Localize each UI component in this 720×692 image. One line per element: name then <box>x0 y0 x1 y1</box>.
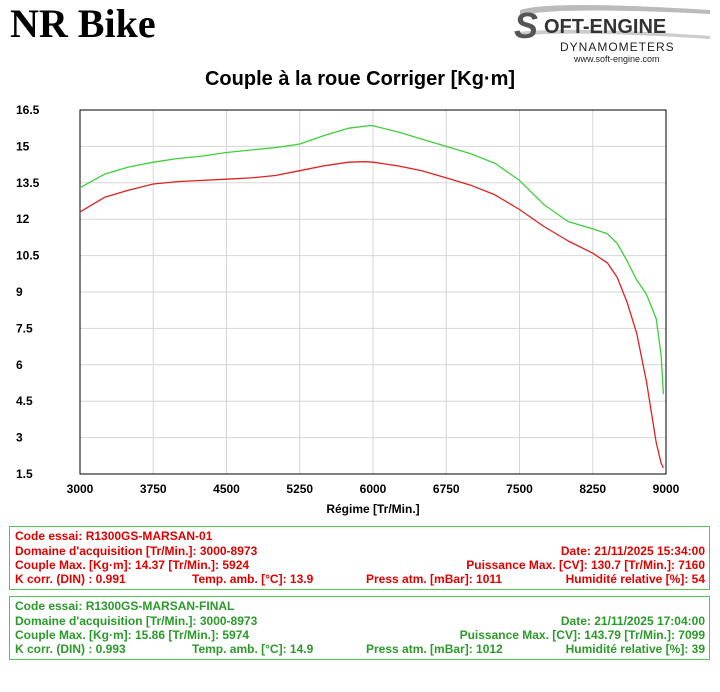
test-2-code: Code essai: R1300GS-MARSAN-FINAL <box>15 599 235 613</box>
y-tick-label: 16.5 <box>16 103 40 117</box>
x-tick-labels: 3000 3750 4500 5250 6000 6750 7500 8250 9000 <box>67 482 680 496</box>
y-tick-label: 4.5 <box>16 394 33 408</box>
test-2-date: Date: 21/11/2025 17:04:00 <box>560 614 705 628</box>
test-1-puissance-max: Puissance Max. [CV]: 130.7 [Tr/Min.]: 71… <box>466 558 705 572</box>
x-tick-label: 7500 <box>506 482 533 496</box>
y-tick-label: 9 <box>16 285 23 299</box>
brand-title: NR Bike <box>10 1 156 46</box>
test-2-couple-max: Couple Max. [Kg·m]: 15.86 [Tr/Min.]: 597… <box>15 628 250 642</box>
test-1-domain: Domaine d'acquisition [Tr/Min.]: 3000-89… <box>15 544 258 558</box>
logo-url: www.soft-engine.com <box>573 54 660 64</box>
logo-brand-text: OFT-ENGINE <box>544 16 666 38</box>
test-2-press: Press atm. [mBar]: 1012 <box>366 642 503 656</box>
test-1-kcorr: K corr. (DIN) : 0.991 <box>15 572 126 586</box>
test-2-humidity: Humidité relative [%]: 39 <box>565 642 705 656</box>
test-2-row-3: Couple Max. [Kg·m]: 15.86 [Tr/Min.]: 597… <box>15 628 705 642</box>
test-1-press: Press atm. [mBar]: 1011 <box>366 572 503 586</box>
x-tick-label: 9000 <box>653 482 680 496</box>
test-2-temp: Temp. amb. [°C]: 14.9 <box>192 642 314 656</box>
y-tick-label: 6 <box>16 358 23 372</box>
test-1-date: Date: 21/11/2025 15:34:00 <box>560 544 705 558</box>
test-1-row-3: Couple Max. [Kg·m]: 14.37 [Tr/Min.]: 592… <box>15 558 705 572</box>
x-tick-label: 6000 <box>360 482 387 496</box>
test-1-code: Code essai: R1300GS-MARSAN-01 <box>15 529 213 543</box>
test-2-domain: Domaine d'acquisition [Tr/Min.]: 3000-89… <box>15 614 258 628</box>
y-tick-labels: 1.5 3 4.5 6 7.5 9 10.5 12 13.5 15 16.5 <box>16 103 40 481</box>
series-lines <box>79 124 665 469</box>
test-1-couple-max: Couple Max. [Kg·m]: 14.37 [Tr/Min.]: 592… <box>15 558 250 572</box>
series-line-2 <box>79 124 665 394</box>
test-info-panel-1: Code essai: R1300GS-MARSAN-01 Domaine d'… <box>9 526 710 590</box>
test-1-row-4: K corr. (DIN) : 0.991 Temp. amb. [°C]: 1… <box>15 572 705 586</box>
x-tick-label: 6750 <box>433 482 460 496</box>
x-tick-label: 3000 <box>67 482 94 496</box>
y-tick-label: 13.5 <box>16 176 40 190</box>
logo-subtitle: DYNAMOMETERS <box>560 40 675 54</box>
chart-title: Couple à la roue Corriger [Kg·m] <box>204 68 516 90</box>
y-tick-label: 12 <box>16 212 30 226</box>
y-tick-label: 7.5 <box>16 321 33 335</box>
test-info-panel-2: Code essai: R1300GS-MARSAN-FINAL Domaine… <box>9 596 710 660</box>
y-tick-label: 10.5 <box>16 249 40 263</box>
y-tick-label: 15 <box>16 139 30 153</box>
x-tick-label: 5250 <box>286 482 313 496</box>
test-2-row-1: Code essai: R1300GS-MARSAN-FINAL <box>15 599 705 613</box>
x-axis-label: Régime [Tr/Min.] <box>326 502 419 516</box>
y-tick-label: 3 <box>16 431 23 445</box>
test-2-puissance-max: Puissance Max. [CV]: 143.79 [Tr/Min.]: 7… <box>459 628 705 642</box>
x-tick-label: 4500 <box>213 482 240 496</box>
test-1-temp: Temp. amb. [°C]: 13.9 <box>192 572 314 586</box>
series-line-1 <box>79 161 664 469</box>
test-2-row-2: Domaine d'acquisition [Tr/Min.]: 3000-89… <box>15 614 705 628</box>
test-2-row-4: K corr. (DIN) : 0.993 Temp. amb. [°C]: 1… <box>15 642 705 656</box>
plot-frame <box>79 109 667 475</box>
x-tick-label: 3750 <box>140 482 167 496</box>
logo-initial: S <box>514 5 538 46</box>
x-tick-label: 8250 <box>579 482 606 496</box>
torque-chart: 1.5 3 4.5 6 7.5 9 10.5 12 13.5 15 16.5 3000 3750 450… <box>16 103 680 516</box>
soft-engine-logo: S OFT-ENGINE DYNAMOMETERS www.soft-engin… <box>514 5 710 64</box>
test-2-kcorr: K corr. (DIN) : 0.993 <box>15 642 126 656</box>
grid-lines <box>79 109 667 475</box>
y-tick-label: 1.5 <box>16 467 33 481</box>
test-1-row-1: Code essai: R1300GS-MARSAN-01 <box>15 529 705 543</box>
test-1-humidity: Humidité relative [%]: 54 <box>565 572 705 586</box>
test-1-row-2: Domaine d'acquisition [Tr/Min.]: 3000-89… <box>15 544 705 558</box>
